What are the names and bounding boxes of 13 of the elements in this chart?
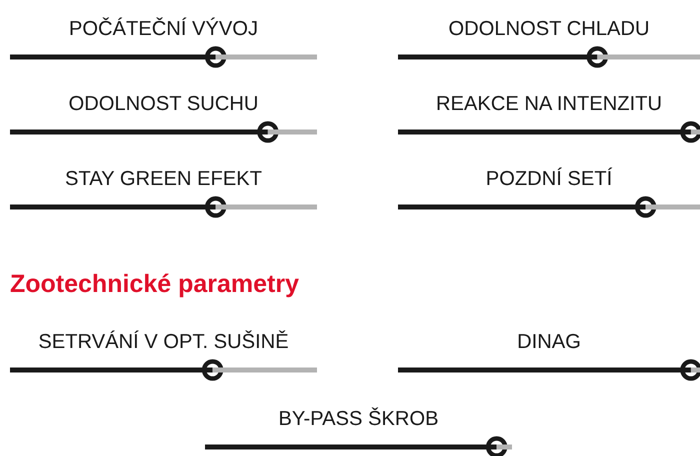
y-tick-label: ODOLNOST SUCHU <box>70 96 257 110</box>
bar <box>597 54 700 60</box>
bar <box>690 130 700 134</box>
y-tick-label: SETRVÁNÍ V OPT. SUŠINĚ <box>39 330 288 348</box>
chart-title: Zootechnické parametry <box>10 274 299 298</box>
y-tick-label: BY-PASS ŠKROB <box>280 407 438 426</box>
y-tick-label: POČÁTEČNÍ VÝVOJ <box>70 17 257 36</box>
y-tick-label: ODOLNOST CHLADU <box>449 20 648 36</box>
bar <box>646 204 700 210</box>
y-tick-label: REAKCE NA INTENZITU <box>438 96 660 110</box>
y-tick-label: POZDNÍ SETÍ <box>487 168 612 186</box>
y-tick-label: STAY GREEN EFEKT <box>66 170 262 186</box>
y-tick-label: DINAG <box>518 334 580 348</box>
